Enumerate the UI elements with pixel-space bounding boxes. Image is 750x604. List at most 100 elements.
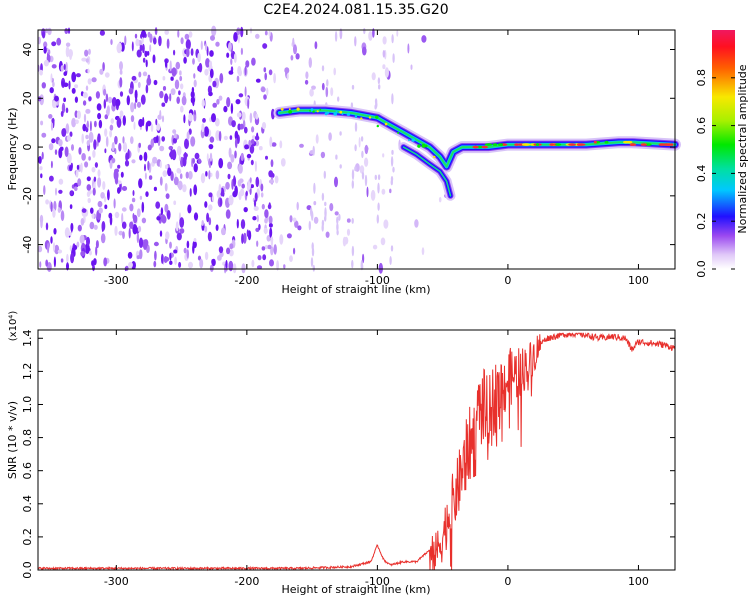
noise-blob xyxy=(268,179,275,184)
noise-streak xyxy=(361,171,365,180)
noise-blob xyxy=(102,181,106,190)
noise-blob xyxy=(382,50,386,58)
noise-blob xyxy=(69,131,73,137)
noise-blob xyxy=(58,178,64,185)
noise-blob xyxy=(73,249,76,257)
noise-streak xyxy=(391,34,394,44)
noise-blob xyxy=(255,176,260,188)
noise-blob xyxy=(41,151,44,160)
noise-blob xyxy=(141,201,145,213)
noise-blob xyxy=(88,48,91,55)
noise-blob xyxy=(76,241,80,248)
noise-blob xyxy=(176,96,180,104)
noise-blob xyxy=(119,69,123,75)
noise-blob xyxy=(61,128,67,137)
noise-blob xyxy=(218,246,224,254)
noise-blob xyxy=(260,183,264,192)
noise-blob xyxy=(297,225,302,231)
noise-blob xyxy=(95,240,99,249)
noise-blob xyxy=(56,37,62,46)
noise-blob xyxy=(247,98,250,109)
noise-blob xyxy=(193,114,197,122)
noise-blob xyxy=(85,58,89,63)
noise-blob xyxy=(103,99,107,109)
noise-blob xyxy=(212,195,214,203)
noise-blob xyxy=(292,37,295,47)
noise-blob xyxy=(249,177,252,184)
noise-blob xyxy=(183,152,188,158)
noise-blob xyxy=(188,170,193,180)
noise-blob xyxy=(204,201,208,208)
noise-blob xyxy=(384,67,389,78)
noise-streak xyxy=(351,245,355,257)
noise-blob xyxy=(81,57,87,62)
noise-blob xyxy=(48,114,53,119)
noise-streak xyxy=(324,201,327,207)
noise-blob xyxy=(186,240,190,249)
noise-blob xyxy=(212,80,217,88)
noise-blob xyxy=(142,71,148,77)
noise-blob xyxy=(141,217,147,224)
noise-blob xyxy=(178,90,181,96)
noise-blob xyxy=(254,192,258,202)
colorbar-tick-label: 0.0 xyxy=(695,260,708,278)
noise-blob xyxy=(306,205,312,211)
noise-blob xyxy=(128,261,133,269)
noise-blob xyxy=(159,176,163,186)
noise-blob xyxy=(119,110,124,117)
noise-blob xyxy=(45,259,49,267)
noise-blob xyxy=(249,144,255,154)
noise-blob xyxy=(139,195,143,200)
noise-blob xyxy=(100,192,105,199)
noise-blob xyxy=(236,112,242,118)
ridge-dot xyxy=(424,144,428,148)
noise-blob xyxy=(167,167,172,177)
noise-blob xyxy=(94,162,98,168)
noise-streak xyxy=(338,213,341,221)
noise-blob xyxy=(389,188,392,194)
noise-blob xyxy=(58,147,63,159)
noise-blob xyxy=(99,30,105,36)
noise-blob xyxy=(67,27,71,34)
noise-blob xyxy=(234,185,238,197)
noise-blob xyxy=(289,215,293,223)
noise-blob xyxy=(117,180,122,185)
ridge-dot xyxy=(341,113,344,115)
noise-blob xyxy=(233,53,237,63)
noise-blob xyxy=(47,242,50,254)
noise-blob xyxy=(141,37,144,44)
noise-blob xyxy=(89,250,92,256)
noise-blob xyxy=(142,57,146,63)
noise-streak xyxy=(339,131,342,136)
noise-blob xyxy=(121,207,127,212)
noise-blob xyxy=(286,72,289,81)
figure-title: C2E4.2024.081.15.35.G20 xyxy=(263,2,448,18)
ridge-dot xyxy=(408,139,410,141)
noise-blob xyxy=(81,208,87,213)
noise-blob xyxy=(210,172,213,177)
noise-blob xyxy=(99,68,104,75)
ridge-dot xyxy=(288,109,292,114)
noise-blob xyxy=(178,155,181,161)
noise-blob xyxy=(334,211,339,216)
noise-blob xyxy=(362,46,367,56)
noise-blob xyxy=(74,186,78,191)
noise-blob xyxy=(109,124,114,131)
noise-blob xyxy=(121,221,127,229)
noise-blob xyxy=(158,35,162,47)
snr-y-tick-label: 1.2 xyxy=(21,363,34,381)
snr-frame xyxy=(37,329,676,571)
noise-blob xyxy=(177,30,180,38)
noise-blob xyxy=(114,225,118,236)
noise-blob xyxy=(371,72,376,81)
noise-blob xyxy=(215,224,219,231)
noise-blob xyxy=(88,156,91,161)
ridge-dot xyxy=(421,143,426,148)
ridge-dot xyxy=(384,122,388,126)
noise-blob xyxy=(248,139,252,148)
noise-blob xyxy=(49,87,54,94)
noise-blob xyxy=(55,187,57,196)
noise-blob xyxy=(87,68,90,74)
noise-blob xyxy=(115,171,119,180)
noise-blob xyxy=(407,43,410,54)
